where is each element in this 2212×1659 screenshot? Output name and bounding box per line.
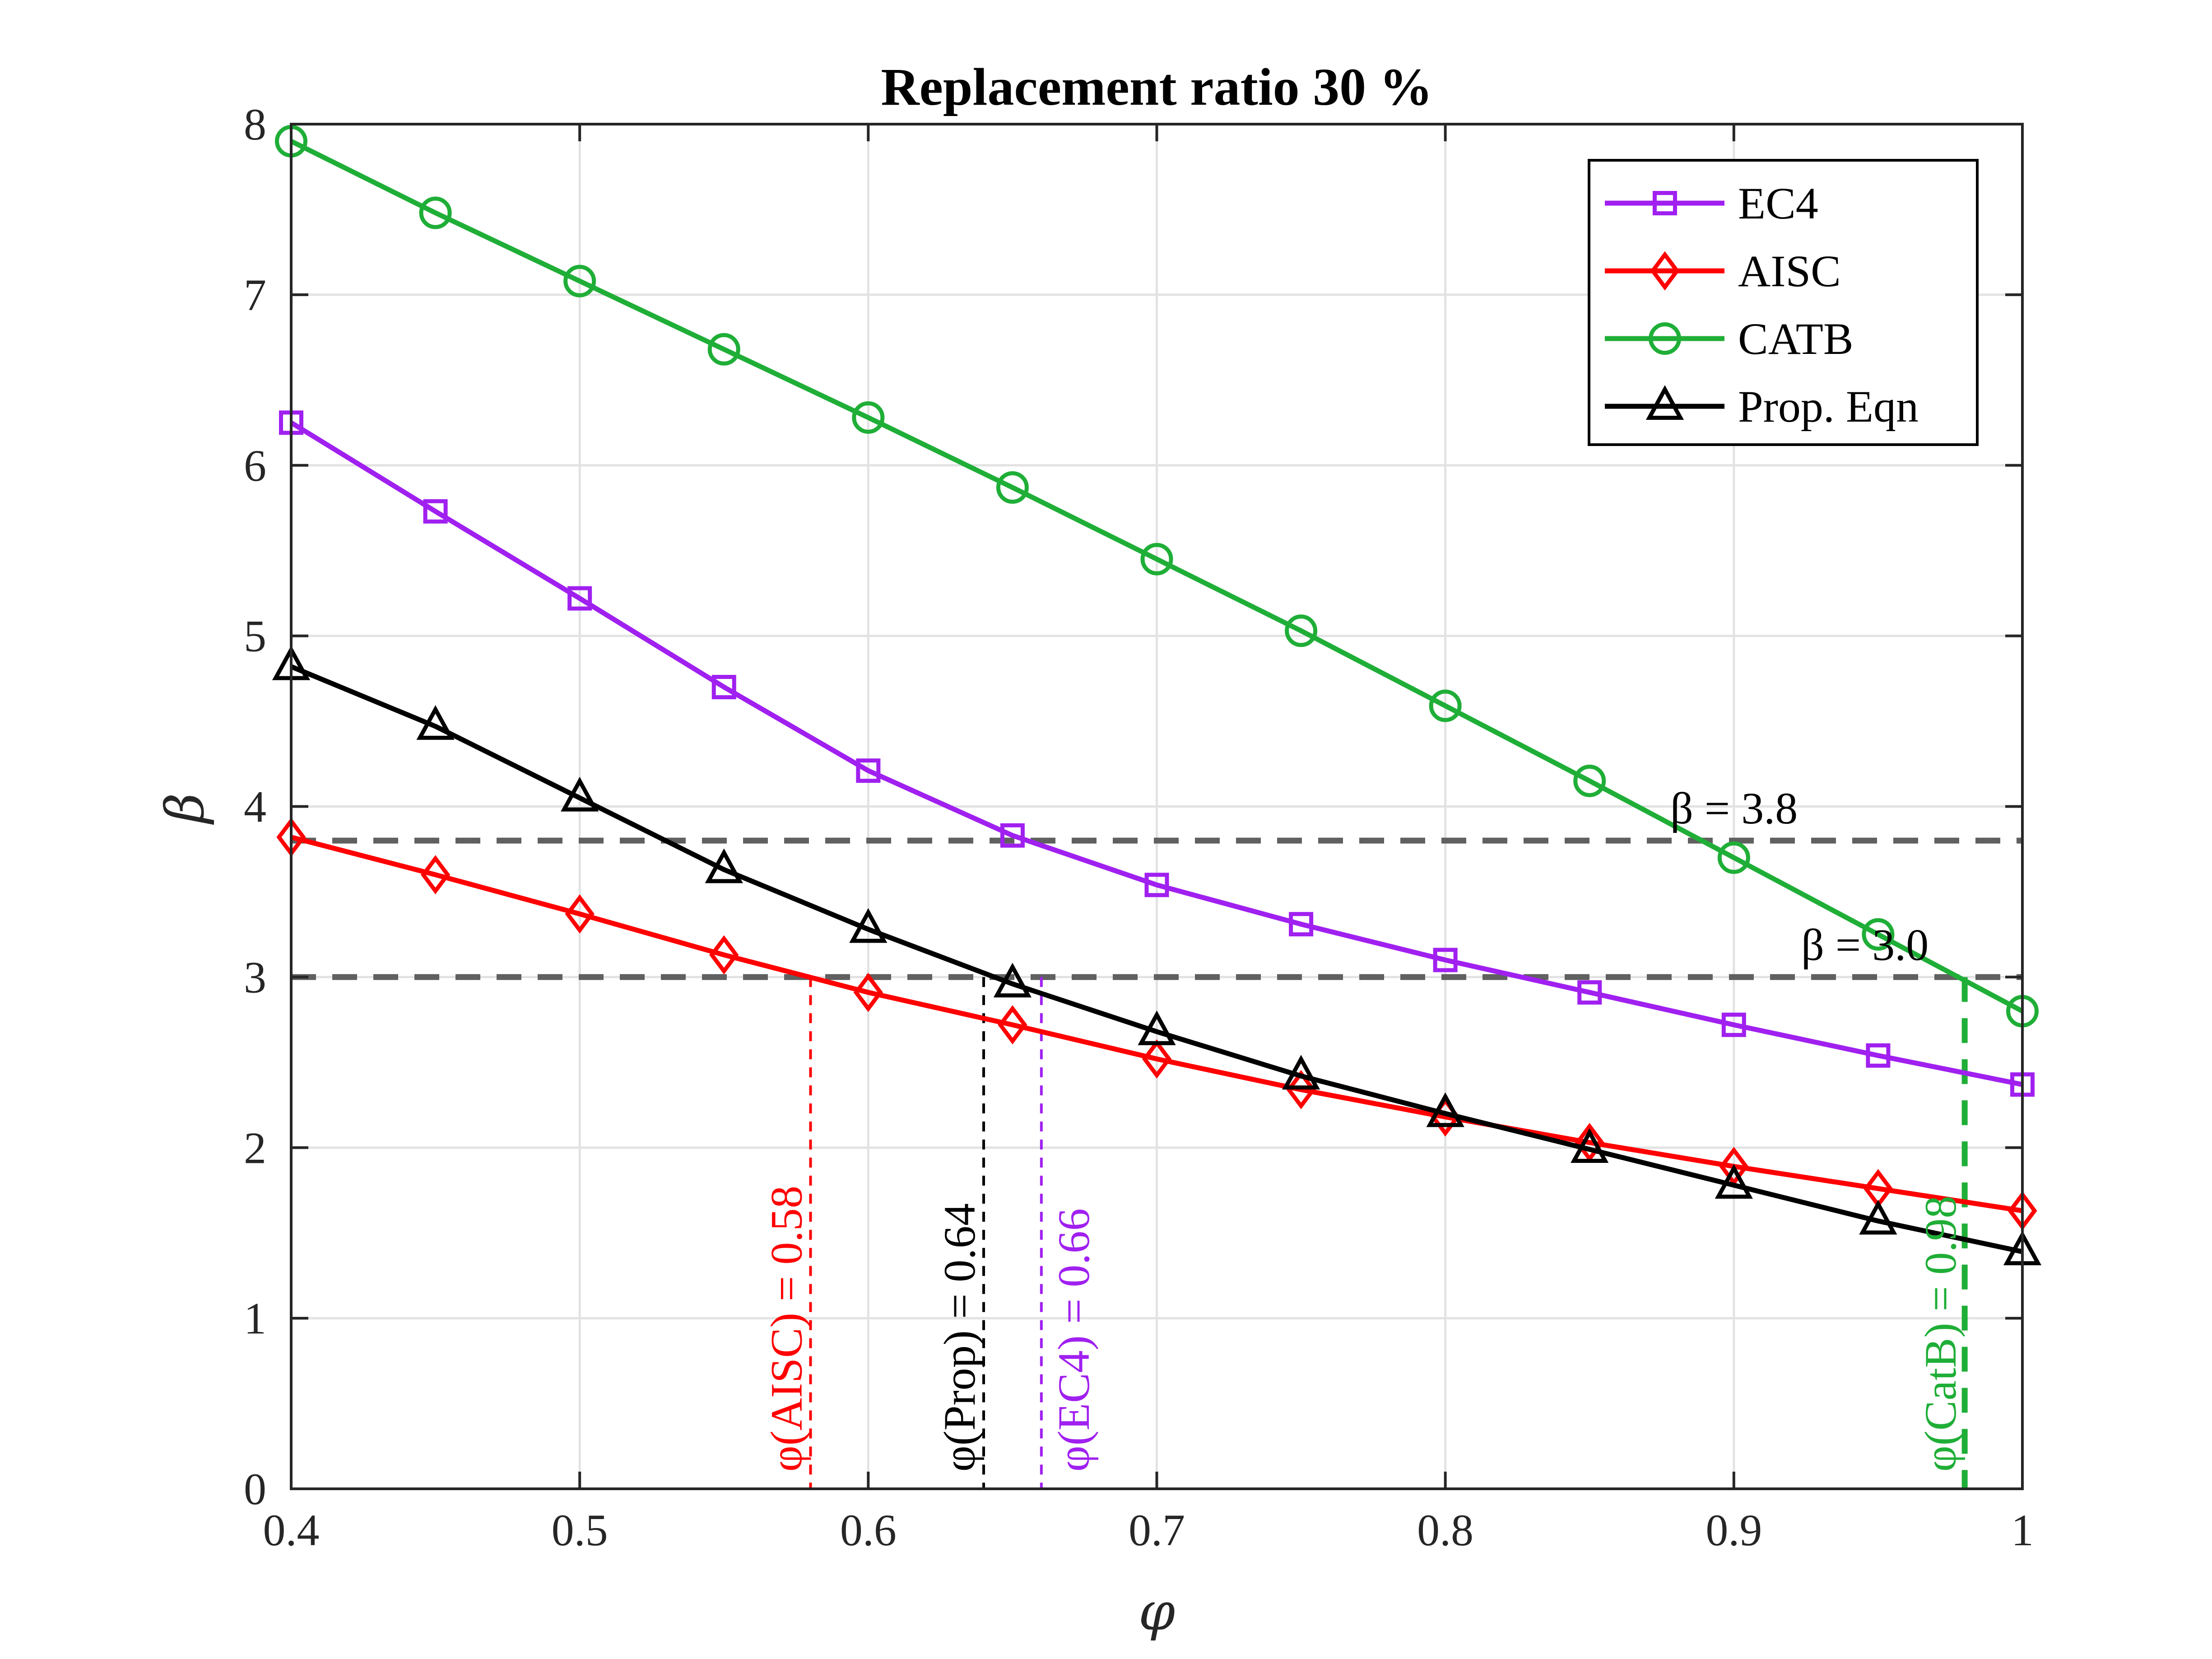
series-line (290, 420, 2023, 1087)
reference-line-label: β = 3.0 (1801, 920, 1929, 970)
data-point (563, 265, 596, 297)
data-point (1140, 543, 1173, 576)
data-point (1653, 191, 1677, 215)
y-tick-label: 7 (244, 270, 266, 320)
data-point (1577, 980, 1602, 1005)
y-tick-label: 5 (244, 611, 266, 661)
data-point (1285, 614, 1318, 647)
y-tick-label: 8 (244, 99, 266, 149)
data-point (1286, 1070, 1316, 1110)
y-tick-label: 3 (244, 952, 266, 1002)
y-tick-label: 0 (244, 1464, 266, 1514)
data-point (1866, 1043, 1891, 1068)
data-point (1715, 1164, 1753, 1199)
x-tick-label: 0.8 (1417, 1505, 1473, 1555)
axis-ticks: 0.4 0.5 0.6 0.7 0.8 0.9 1 0 1 2 3 4 5 6 7 8 (244, 99, 2034, 1555)
data-point (1575, 1123, 1604, 1162)
series-line (290, 664, 2023, 1255)
data-point (1573, 764, 1606, 797)
vertical-marker-label: φ(CatB) = 0.98 (1915, 1196, 1966, 1472)
data-point (1282, 1055, 1320, 1090)
data-point (1429, 689, 1462, 722)
x-tick-label: 1 (2011, 1505, 2034, 1555)
data-point (1144, 873, 1169, 897)
data-point (853, 972, 883, 1012)
series-group (272, 125, 2042, 1265)
data-point (419, 196, 452, 229)
y-tick-label: 1 (244, 1293, 266, 1343)
annotations: β = 3.8 β = 3.0 φ(AISC) = 0.58 φ(Prop) = 0.… (762, 783, 1966, 1472)
series-prop-eqn (272, 645, 2042, 1265)
x-tick-label: 0.4 (263, 1505, 320, 1555)
data-point (1645, 385, 1684, 420)
y-tick-label: 4 (244, 782, 266, 832)
x-axis-label: φ (1139, 1581, 1175, 1642)
data-point (561, 776, 599, 812)
data-point (1571, 1128, 1609, 1163)
data-point (567, 586, 592, 611)
data-point (1862, 918, 1895, 951)
legend-item: AISC (1605, 246, 1841, 296)
x-tick-label: 0.7 (1129, 1505, 1185, 1555)
x-tick-label: 0.6 (840, 1505, 897, 1555)
chart-title: Replacement ratio 30 % (881, 57, 1432, 116)
data-point (849, 908, 888, 943)
data-point (709, 935, 739, 975)
vertical-marker-label: φ(EC4) = 0.66 (1049, 1208, 1099, 1472)
y-axis-label: β (155, 793, 216, 825)
reference-lines (291, 837, 2022, 980)
data-point (852, 401, 885, 434)
data-point (711, 674, 736, 699)
vertical-marker-label: φ(AISC) = 0.58 (762, 1185, 812, 1472)
vertical-markers (809, 977, 1968, 1489)
y-tick-label: 2 (244, 1123, 266, 1173)
reference-line-label: β = 3.8 (1670, 783, 1798, 833)
legend-label: AISC (1738, 246, 1841, 296)
data-point (1000, 823, 1025, 848)
series-line (290, 139, 2024, 1013)
series-catb (275, 125, 2039, 1027)
data-point (998, 1005, 1027, 1045)
data-point (1433, 948, 1458, 972)
legend: EC4 AISC CATB Prop. Eqn (1588, 159, 1979, 446)
legend-label: EC4 (1738, 178, 1818, 228)
legend-item: CATB (1605, 314, 1854, 364)
data-point (416, 705, 455, 740)
legend-item: Prop. Eqn (1605, 381, 1919, 432)
vertical-marker-label: φ(Prop) = 0.64 (934, 1203, 985, 1472)
data-point (1717, 841, 1750, 874)
x-tick-label: 0.5 (552, 1505, 608, 1555)
data-point (705, 848, 743, 883)
data-point (996, 471, 1029, 504)
data-point (1649, 322, 1681, 355)
data-point (1721, 1013, 1746, 1037)
data-point (1142, 1039, 1172, 1079)
y-tick-label: 6 (244, 441, 266, 491)
data-point (420, 855, 451, 895)
data-point (1650, 251, 1680, 291)
data-point (1426, 1092, 1464, 1127)
legend-label: Prop. Eqn (1738, 381, 1919, 432)
legend-label: CATB (1738, 314, 1854, 364)
legend-item: EC4 (1605, 178, 1818, 228)
data-point (856, 758, 881, 783)
data-point (993, 962, 1032, 998)
data-point (1138, 1010, 1176, 1046)
data-point (707, 333, 740, 366)
data-point (1859, 1199, 1897, 1235)
data-point (1289, 912, 1314, 937)
data-point (423, 499, 448, 524)
x-tick-label: 0.9 (1705, 1505, 1762, 1555)
data-point (565, 894, 595, 934)
